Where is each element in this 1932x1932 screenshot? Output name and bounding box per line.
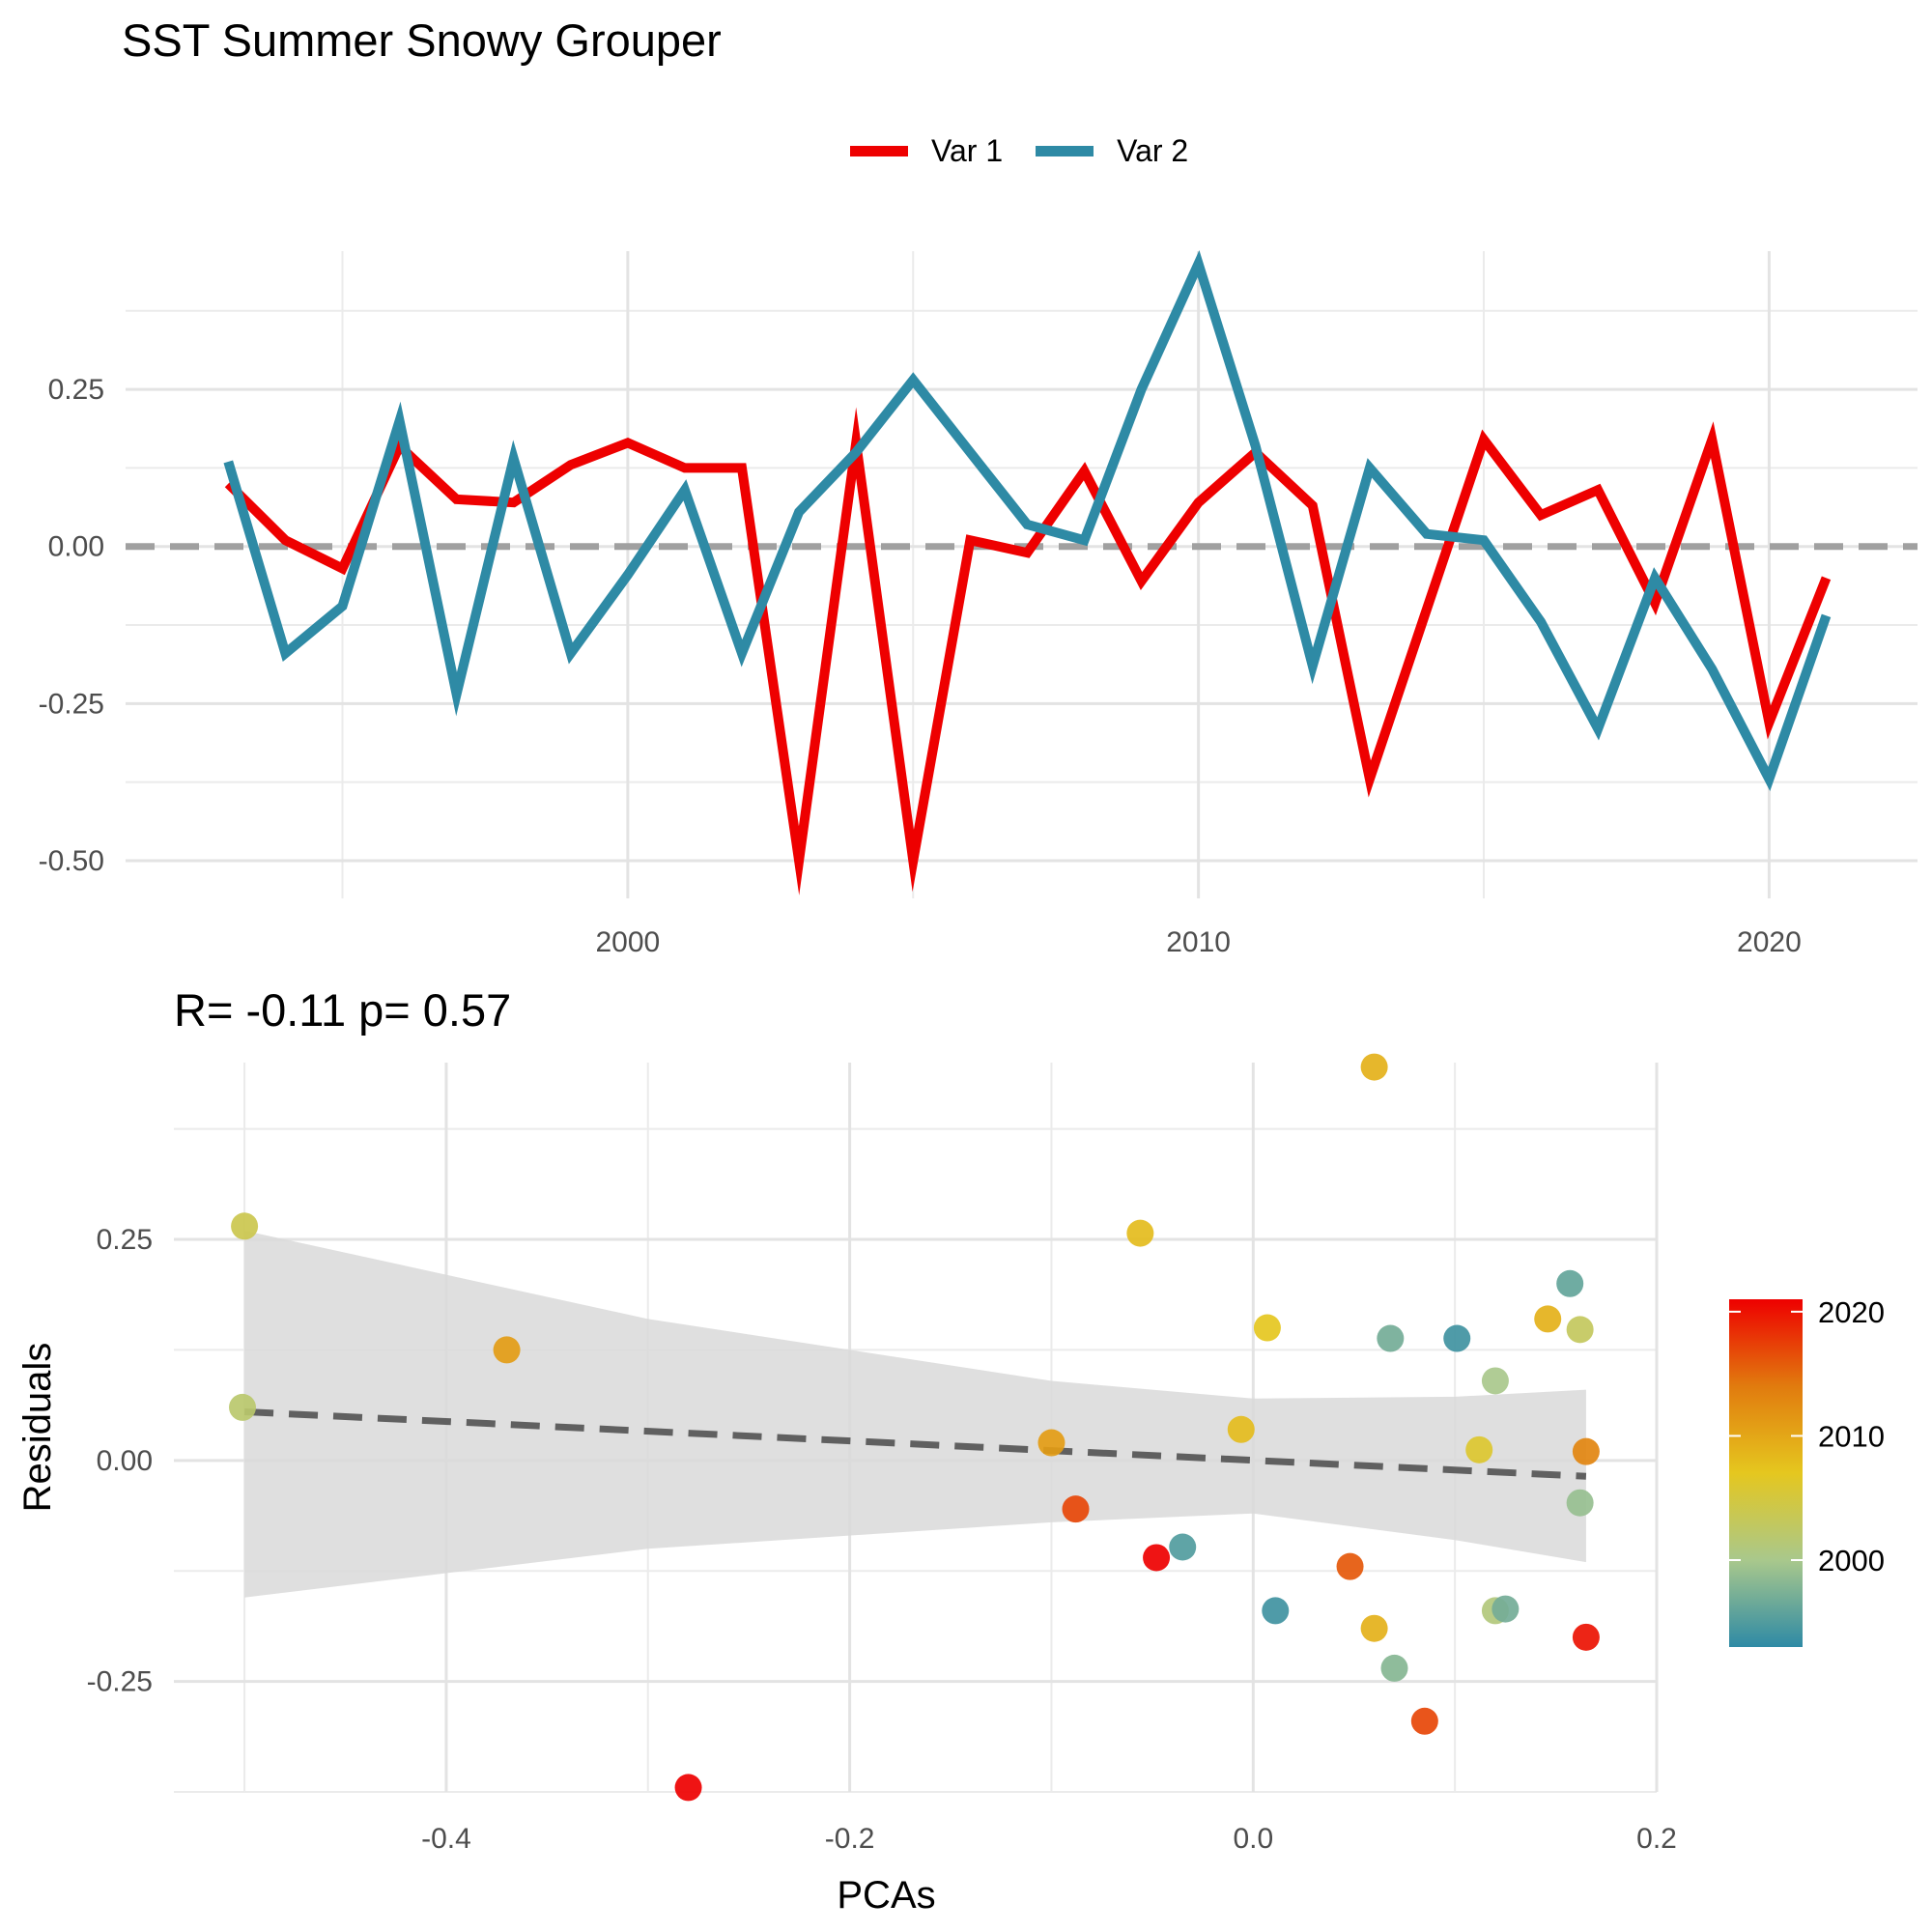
legend: Var 1 Var 2 <box>850 133 1221 169</box>
scatter-point <box>1534 1305 1562 1333</box>
scatter-point <box>1169 1533 1197 1561</box>
scatter-point <box>231 1212 259 1240</box>
legend-item-var1: Var 1 <box>850 133 1003 169</box>
y-tick-label: -0.50 <box>39 845 104 877</box>
regression-fit-line <box>243 1407 1587 1480</box>
x-tick-label: 2020 <box>1737 926 1802 958</box>
x-tick-label: -0.2 <box>825 1823 875 1855</box>
legend-label-var1: Var 1 <box>931 133 1004 168</box>
y-axis-title: Residuals <box>16 1343 59 1513</box>
scatter-point <box>1556 1269 1584 1297</box>
x-tick-label: -0.4 <box>421 1823 471 1855</box>
residuals-scatter-chart: -0.25 0.00 0.25 -0.4 -0.2 0.0 0.2 PCAs Residuals <box>16 1053 1677 1917</box>
y-tick-label: 0.00 <box>48 531 104 563</box>
scatter-point <box>1143 1544 1171 1572</box>
legend-label-var2: Var 2 <box>1117 133 1189 168</box>
x-tick-label: 0.2 <box>1636 1823 1677 1855</box>
confidence-band <box>244 1230 1586 1598</box>
scatter-point <box>1227 1415 1255 1443</box>
scatter-point <box>674 1774 702 1802</box>
series-line-var1 <box>224 407 1832 895</box>
scatter-point <box>493 1336 521 1364</box>
scatter-point <box>1465 1435 1493 1463</box>
scatter-point <box>1037 1429 1065 1457</box>
colorbar-tick-label: 2000 <box>1818 1544 1885 1577</box>
scatter-point <box>1443 1324 1471 1352</box>
scatter-point <box>1572 1623 1600 1651</box>
scatter-point <box>1566 1316 1594 1344</box>
legend-swatch-var2 <box>1036 146 1094 156</box>
legend-swatch-var1 <box>850 146 908 156</box>
x-tick-label: 2010 <box>1166 926 1231 958</box>
series-line-var2 <box>223 250 1832 791</box>
year-colorbar: 2000 2010 2020 <box>1729 1295 1885 1647</box>
correlation-subtitle: R= -0.11 p= 0.57 <box>174 984 512 1036</box>
scatter-point <box>1492 1595 1520 1623</box>
colorbar-tick-label: 2010 <box>1818 1419 1885 1453</box>
scatter-point <box>1380 1654 1408 1682</box>
colorbar-ramp <box>1729 1299 1803 1647</box>
timeseries-chart: -0.50 -0.25 0.00 0.25 2000 2010 2020 <box>39 250 1918 958</box>
scatter-point <box>1572 1437 1600 1465</box>
scatter-point <box>1262 1597 1290 1625</box>
scatter-point <box>1360 1614 1388 1642</box>
scatter-point <box>1410 1707 1438 1735</box>
page-title: SST Summer Snowy Grouper <box>122 14 722 66</box>
scatter-point <box>1566 1489 1594 1517</box>
colorbar-tick-label: 2020 <box>1818 1295 1885 1329</box>
y-tick-label: -0.25 <box>87 1666 153 1698</box>
y-tick-label: 0.25 <box>48 374 104 406</box>
x-tick-label: 0.0 <box>1233 1823 1273 1855</box>
scatter-point <box>1336 1552 1364 1580</box>
scatter-point <box>1481 1367 1509 1395</box>
y-tick-label: -0.25 <box>39 688 104 720</box>
y-tick-label: 0.00 <box>97 1445 153 1477</box>
scatter-point <box>229 1393 257 1421</box>
scatter-point <box>1360 1053 1388 1081</box>
x-axis-title: PCAs <box>837 1874 935 1917</box>
y-tick-label: 0.25 <box>97 1224 153 1256</box>
scatter-point <box>1377 1324 1405 1352</box>
x-tick-label: 2000 <box>595 926 660 958</box>
legend-item-var2: Var 2 <box>1036 133 1188 169</box>
scatter-point <box>1253 1314 1281 1342</box>
scatter-point <box>1062 1495 1090 1523</box>
scatter-point <box>1126 1219 1154 1247</box>
